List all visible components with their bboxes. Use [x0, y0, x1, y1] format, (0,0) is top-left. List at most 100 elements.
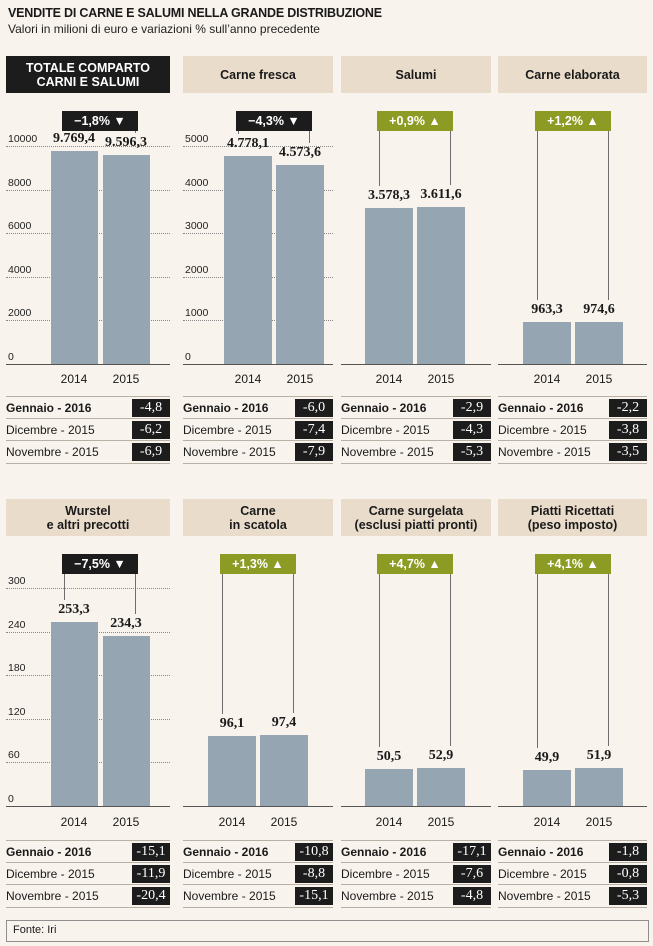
bar-2015[interactable] [417, 767, 465, 806]
variation-period: Novembre - 2015 [341, 889, 434, 903]
variation-value: -4,3 [453, 421, 491, 439]
bar-value-label: 4.778,1 [227, 135, 269, 151]
variation-row: Novembre - 2015 -15,1 [183, 884, 333, 908]
panel-title: Carne elaborata [498, 56, 647, 93]
connector-line [222, 574, 223, 715]
variation-value: -1,8 [609, 843, 647, 861]
chart-panel: Carne elaborata 963,3 2014 974,6 2015 +1,2% ▲… [498, 0, 647, 946]
chart-panel: Carne in scatola 96,1 2014 97,4 2015 +1,3% ▲ G… [183, 0, 333, 946]
y-tick-label: 2000 [185, 263, 209, 276]
x-tick-label: 2015 [112, 372, 140, 386]
source-text: Fonte: Iri [13, 924, 57, 936]
x-tick-label: 2014 [218, 815, 246, 829]
variation-row: Dicembre - 2015 -6,2 [6, 418, 170, 441]
variation-period: Dicembre - 2015 [6, 423, 95, 437]
variation-row: Novembre - 2015 -6,9 [6, 440, 170, 464]
x-tick-label: 2015 [270, 815, 298, 829]
variation-period: Dicembre - 2015 [498, 423, 587, 437]
bar-2014[interactable] [365, 769, 413, 806]
connector-line [379, 131, 380, 186]
chart-panel: TOTALE COMPARTO CARNI E SALUMI 0 2000 4000 6… [6, 0, 170, 946]
variation-value: -2,9 [453, 399, 491, 417]
connector-line [64, 574, 65, 600]
variation-period: Gennaio - 2016 [183, 401, 269, 415]
bar-value-label: 4.573,6 [279, 144, 321, 160]
bar-2014[interactable] [50, 151, 98, 364]
bar-value-label: 97,4 [271, 715, 297, 731]
x-tick-label: 2014 [375, 815, 403, 829]
chart-panel: Carne fresca 0 1000 2000 3000 4000 5000 4.778,1… [183, 0, 333, 946]
gridline [6, 146, 170, 147]
bar-2015[interactable] [102, 635, 150, 806]
bar-value-label: 9.769,4 [53, 131, 95, 147]
variation-period: Dicembre - 2015 [183, 867, 272, 881]
bar-2014[interactable] [50, 621, 98, 806]
variation-period: Gennaio - 2016 [498, 401, 584, 415]
x-tick-label: 2014 [234, 372, 262, 386]
variation-period: Novembre - 2015 [183, 889, 276, 903]
bar-2014[interactable] [224, 155, 272, 364]
variation-row: Gennaio - 2016 -2,2 [498, 396, 647, 419]
chart-title: VENDITE DI CARNE E SALUMI NELLA GRANDE D… [8, 6, 382, 20]
connector-line [450, 574, 451, 746]
variation-period: Dicembre - 2015 [498, 867, 587, 881]
variation-row: Gennaio - 2016 -6,0 [183, 396, 333, 419]
variation-period: Novembre - 2015 [6, 445, 99, 459]
variation-row: Gennaio - 2016 -1,8 [498, 840, 647, 863]
x-axis-baseline [6, 364, 170, 365]
y-tick-label: 1000 [185, 307, 209, 320]
variation-row: Novembre - 2015 -5,3 [341, 440, 491, 464]
bar-2015[interactable] [575, 321, 623, 364]
x-tick-label: 2014 [375, 372, 403, 386]
connector-line [135, 131, 136, 133]
x-axis-baseline [341, 806, 491, 807]
y-tick-label: 240 [8, 618, 26, 631]
variation-value: -0,8 [609, 865, 647, 883]
chart-panel: Salumi 3.578,3 2014 3.611,6 2015 +0,9% ▲ Genna… [341, 0, 491, 946]
bar-2015[interactable] [417, 206, 465, 364]
variation-row: Novembre - 2015 -4,8 [341, 884, 491, 908]
change-badge: +0,9% ▲ [377, 111, 453, 131]
variation-value: -4,8 [132, 399, 170, 417]
variation-value: -7,9 [295, 443, 333, 461]
chart-subtitle: Valori in milioni di euro e variazioni %… [8, 22, 320, 36]
bar-value-label: 3.578,3 [368, 187, 410, 203]
variation-period: Gennaio - 2016 [6, 401, 92, 415]
variation-value: -3,5 [609, 443, 647, 461]
connector-line [309, 131, 310, 143]
variation-value: -6,0 [295, 399, 333, 417]
variation-value: -20,4 [132, 887, 170, 905]
bar-2014[interactable] [523, 322, 571, 364]
bar-2014[interactable] [523, 769, 571, 806]
y-tick-label: 300 [8, 575, 26, 587]
x-tick-label: 2014 [60, 815, 88, 829]
y-tick-label: 4000 [8, 263, 32, 276]
y-tick-label: 120 [8, 705, 26, 718]
variation-period: Gennaio - 2016 [498, 845, 584, 859]
connector-line [379, 574, 380, 748]
variation-row: Dicembre - 2015 -8,8 [183, 862, 333, 885]
variation-row: Gennaio - 2016 -17,1 [341, 840, 491, 863]
x-tick-label: 2015 [427, 372, 455, 386]
bar-2015[interactable] [102, 154, 150, 364]
bar-2014[interactable] [208, 736, 256, 806]
y-tick-label: 0 [8, 793, 14, 805]
chart-panel: Piatti Ricettati (peso imposto) 49,9 2014 5… [498, 0, 647, 946]
bar-2015[interactable] [260, 735, 308, 806]
variation-period: Gennaio - 2016 [6, 845, 92, 859]
connector-line [238, 131, 239, 134]
bar-value-label: 51,9 [586, 748, 612, 764]
variation-period: Novembre - 2015 [498, 889, 591, 903]
bar-2015[interactable] [575, 768, 623, 806]
x-tick-label: 2015 [427, 815, 455, 829]
variation-period: Dicembre - 2015 [341, 423, 430, 437]
gridline [183, 146, 333, 147]
bar-value-label: 3.611,6 [420, 186, 462, 202]
variation-period: Dicembre - 2015 [6, 867, 95, 881]
variation-period: Dicembre - 2015 [341, 867, 430, 881]
variation-period: Novembre - 2015 [341, 445, 434, 459]
variation-row: Dicembre - 2015 -7,4 [183, 418, 333, 441]
bar-2014[interactable] [365, 207, 413, 364]
y-tick-label: 4000 [185, 176, 209, 189]
bar-2015[interactable] [276, 164, 324, 364]
